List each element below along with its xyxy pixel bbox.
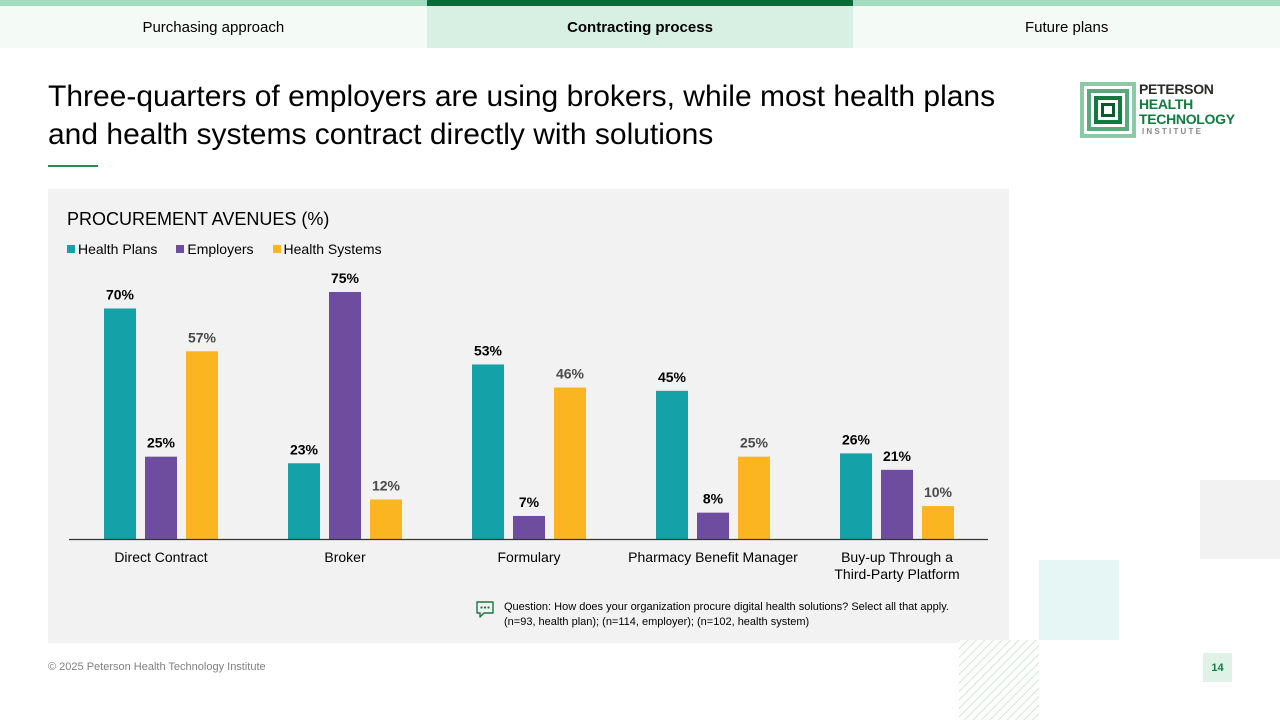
legend-item-health-systems: Health Systems — [272, 241, 382, 257]
data-label: 23% — [290, 441, 319, 457]
note-sample-sizes: (n=93, health plan); (n=114, employer); … — [504, 616, 810, 628]
data-label: 45% — [658, 369, 687, 385]
data-label: 21% — [883, 448, 912, 464]
logo-line-institute: INSTITUTE — [1142, 127, 1204, 136]
data-label: 25% — [147, 435, 176, 451]
category-label: Formulary — [497, 549, 560, 565]
category-label: Third-Party Platform — [834, 566, 959, 582]
decor-mint-square — [1039, 560, 1119, 640]
logo-line-health: HEALTH — [1139, 96, 1193, 112]
data-label: 7% — [519, 494, 540, 510]
bar-health-plans-formulary — [472, 364, 504, 539]
category-label: Direct Contract — [114, 549, 207, 565]
category-label: Broker — [324, 549, 366, 565]
copyright-footer: © 2025 Peterson Health Technology Instit… — [48, 661, 266, 673]
data-label: 57% — [188, 329, 217, 345]
bar-health-plans-buy-up-through-a-third-party-platform — [840, 453, 872, 539]
chart-legend: Health Plans Employers Health Systems — [67, 241, 401, 257]
bar-health-systems-broker — [370, 499, 402, 539]
category-label: Buy-up Through a — [841, 549, 953, 565]
legend-swatch — [272, 245, 281, 253]
page-number: 14 — [1203, 653, 1232, 682]
bar-health-systems-direct-contract — [186, 351, 218, 539]
data-label: 25% — [740, 435, 769, 451]
logo-line-peterson: PETERSON — [1139, 81, 1214, 97]
decor-gray-square — [1200, 480, 1280, 559]
legend-item-employers: Employers — [176, 241, 254, 257]
legend-item-health-plans: Health Plans — [67, 241, 157, 257]
chat-bubble-icon — [476, 601, 494, 618]
bar-employers-formulary — [513, 515, 545, 539]
bar-health-systems-formulary — [554, 387, 586, 539]
section-tabs: Purchasing approach Contracting process … — [0, 0, 1280, 48]
legend-label: Health Plans — [78, 241, 158, 257]
legend-label: Employers — [187, 241, 254, 257]
bar-health-systems-pharmacy-benefit-manager — [738, 456, 770, 539]
bar-health-plans-broker — [288, 463, 320, 539]
bar-employers-broker — [329, 292, 361, 539]
tab-future-plans[interactable]: Future plans — [853, 0, 1280, 48]
tab-contracting-process[interactable]: Contracting process — [426, 0, 854, 48]
logo-mark-icon — [1080, 82, 1136, 138]
bar-health-systems-buy-up-through-a-third-party-platform — [922, 506, 954, 539]
legend-swatch — [176, 245, 185, 253]
legend-label: Health Systems — [283, 241, 382, 257]
survey-question-note: Question: How does your organization pro… — [475, 600, 949, 630]
data-label: 26% — [842, 431, 871, 447]
data-label: 46% — [556, 366, 585, 382]
decor-hatched-square — [959, 640, 1039, 720]
data-label: 12% — [372, 477, 401, 493]
note-question: Question: How does your organization pro… — [504, 601, 949, 613]
bar-employers-pharmacy-benefit-manager — [697, 512, 729, 539]
data-label: 10% — [924, 484, 953, 500]
logo-line-technology: TECHNOLOGY — [1139, 111, 1235, 127]
legend-swatch — [67, 245, 75, 253]
data-label: 70% — [106, 286, 135, 302]
data-label: 75% — [331, 270, 360, 286]
bar-health-plans-direct-contract — [104, 308, 136, 539]
data-label: 8% — [703, 491, 724, 507]
title-underline — [48, 165, 98, 167]
page-title: Three-quarters of employers are using br… — [48, 80, 996, 151]
bar-employers-direct-contract — [145, 456, 177, 539]
peterson-logo: PETERSON HEALTH TECHNOLOGY INSTITUTE — [1080, 82, 1240, 142]
tab-purchasing-approach[interactable]: Purchasing approach — [0, 0, 427, 48]
category-label: Pharmacy Benefit Manager — [628, 549, 798, 565]
chart-title: PROCUREMENT AVENUES (%) — [67, 209, 330, 229]
bar-health-plans-pharmacy-benefit-manager — [656, 390, 688, 539]
bar-employers-buy-up-through-a-third-party-platform — [881, 469, 913, 539]
data-label: 53% — [474, 342, 503, 358]
